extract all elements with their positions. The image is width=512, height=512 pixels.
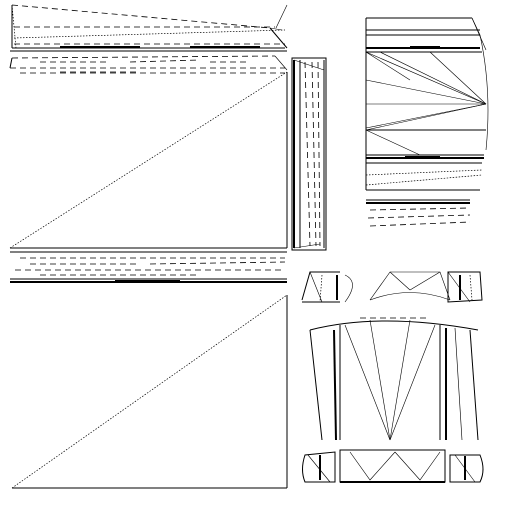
triangle-panel-2	[11, 294, 288, 489]
right-small-strip	[366, 199, 471, 227]
strip-2	[9, 55, 288, 74]
vertical-strip	[291, 57, 327, 251]
middle-strip	[10, 251, 287, 283]
bottom-row-pieces	[302, 449, 484, 483]
triangle-panel-1	[9, 71, 288, 249]
top-wedge-strip	[10, 4, 288, 52]
middle-fan-panel	[309, 317, 479, 441]
top-row-pieces	[301, 271, 483, 303]
right-fan-piece	[365, 17, 489, 191]
